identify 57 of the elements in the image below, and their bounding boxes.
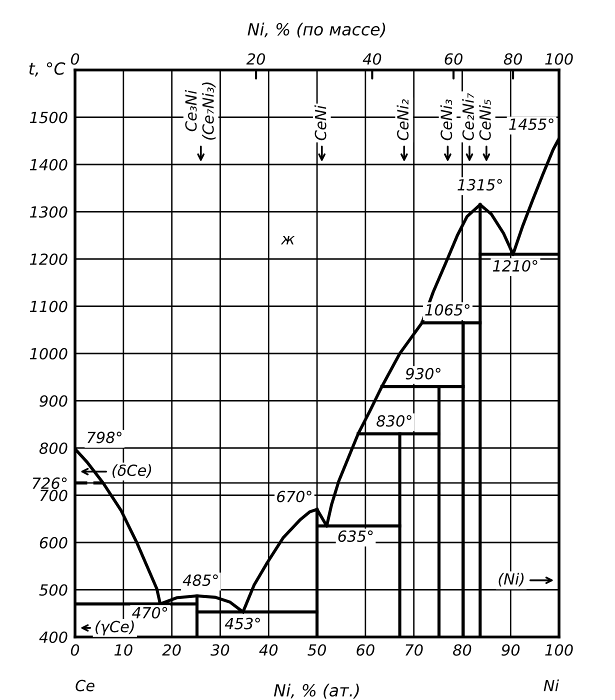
y-tick-label: 1300 <box>30 206 68 218</box>
y-tick-label: 400 <box>39 631 68 644</box>
x-tick-label: 60 <box>356 644 374 656</box>
annotation: (δCe) <box>112 464 152 478</box>
x-tick-label: 30 <box>210 644 230 656</box>
annotation: CeNi₂ <box>396 99 409 140</box>
x-axis-title: Ni, % (ат.) <box>274 684 359 699</box>
y-tick-label: 1400 <box>30 158 68 171</box>
text: Ce <box>76 680 94 692</box>
annotation: 930° <box>406 368 440 380</box>
x-tick-label: 10 <box>114 644 132 656</box>
text: 40 <box>362 53 382 65</box>
x-tick-label: 90 <box>502 644 520 656</box>
x-tick-label: 70 <box>406 644 423 656</box>
y-tick-label: 500 <box>39 584 68 596</box>
annotation: 485° <box>182 574 218 586</box>
x-tick-label: 40 <box>259 644 278 656</box>
y-tick-label: 700 <box>40 490 68 502</box>
annotation: Ce₂Ni₇ <box>462 92 474 140</box>
annotation: 670° <box>277 490 312 502</box>
annotation: 798° <box>88 432 122 444</box>
annotation: 1210° <box>492 260 538 272</box>
text: 100 <box>545 53 573 65</box>
y-tick-label: 1000 <box>30 348 68 360</box>
x-tick-label: 80 <box>453 644 472 656</box>
annotation: Ce₃Ni (Ce₇Ni₃) <box>184 82 216 140</box>
y-axis-title: t, °C <box>29 62 66 77</box>
annotation: ж <box>280 236 295 244</box>
annotation: 830° <box>376 415 412 427</box>
annotation: CeNi <box>314 105 326 140</box>
annotation: 470° <box>132 606 168 619</box>
text: 80 <box>504 53 522 65</box>
x-tick-label: 50 <box>308 644 326 656</box>
y-tick-label: 1500 <box>30 112 68 124</box>
text: 20 <box>246 53 265 65</box>
annotation: (Ni) <box>498 572 524 587</box>
x-tick-label: 100 <box>545 644 573 656</box>
y-tick-label: 800 <box>39 442 68 454</box>
x-tick-label: 20 <box>162 644 181 656</box>
annotation: 1315° <box>458 179 502 191</box>
annotation: 635° <box>338 530 373 542</box>
annotation: 1455° <box>509 118 554 130</box>
annotation: 1065° <box>425 304 470 316</box>
x2-axis-title: Ni, % (по массе) <box>248 22 386 38</box>
annotation: (γCe) <box>96 620 134 636</box>
annotation: CeNi₅ <box>479 100 491 140</box>
annotation: 453° <box>224 618 260 630</box>
x-tick-label: 0 <box>70 644 80 656</box>
y-tick-label: 726° <box>32 477 67 489</box>
text: 60 <box>444 53 462 65</box>
y-tick-label: 1100 <box>30 300 68 312</box>
y-tick-label: 600 <box>40 536 68 549</box>
text: Ni <box>544 680 559 692</box>
annotation: CeNi₃ <box>440 100 452 140</box>
text: 0 <box>70 53 80 65</box>
y-tick-label: 1200 <box>30 253 68 266</box>
y-tick-label: 900 <box>40 395 68 407</box>
